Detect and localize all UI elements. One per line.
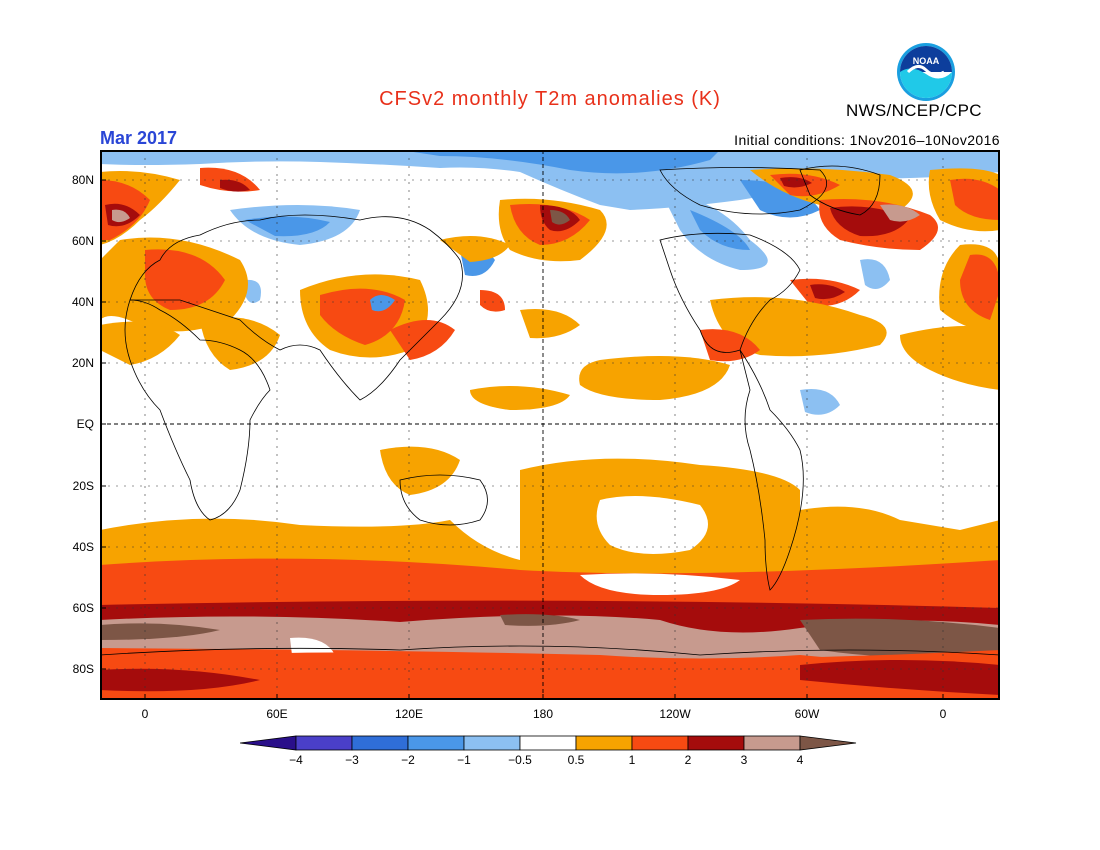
colorbar-cell: [743, 735, 801, 751]
reference-lines: [100, 150, 1000, 700]
lat-label-20n: 20N: [71, 356, 94, 370]
lat-label-eq: EQ: [76, 417, 94, 431]
colorbar-label: −2: [401, 753, 415, 767]
colorbar-triangle-high: [799, 735, 857, 751]
colorbar-label: 1: [628, 753, 636, 767]
lat-label-80s: 80S: [72, 662, 94, 676]
lat-label-60n: 60N: [71, 234, 94, 248]
lat-label-20s: 20S: [72, 479, 94, 493]
colorbar-label: −0.5: [508, 753, 532, 767]
lat-label-40n: 40N: [71, 295, 94, 309]
colorbar-cell: [351, 735, 409, 751]
colorbar: [240, 735, 857, 751]
gridlines: [100, 150, 1000, 700]
southern-warm-anomaly: [100, 446, 1000, 700]
northern-warm-anomaly: [100, 167, 1000, 415]
coastlines: [100, 165, 1000, 656]
lat-label-60s: 60S: [72, 601, 94, 615]
lon-label-120e: 120E: [394, 707, 424, 721]
noaa-logo: NOAA: [896, 42, 956, 102]
lat-label-40s: 40S: [72, 540, 94, 554]
lat-label-80n: 80N: [71, 173, 94, 187]
colorbar-cell: [463, 735, 521, 751]
colorbar-label: 3: [740, 753, 748, 767]
lon-label-0-right: 0: [939, 707, 947, 721]
lon-label-120w: 120W: [659, 707, 691, 721]
axis-ticks: [100, 179, 944, 700]
colorbar-label: 2: [684, 753, 692, 767]
lon-label-60w: 60W: [794, 707, 820, 721]
colorbar-cell: [407, 735, 465, 751]
colorbar-cell: [687, 735, 745, 751]
valid-month-label: Mar 2017: [100, 128, 178, 148]
colorbar-cell: [295, 735, 353, 751]
lon-label-0: 0: [141, 707, 149, 721]
lon-label-180: 180: [532, 707, 554, 721]
colorbar-label: 0.5: [567, 753, 585, 767]
organization-label: NWS/NCEP/CPC: [846, 101, 982, 120]
logo-text: NOAA: [913, 56, 940, 66]
colorbar-label: −4: [289, 753, 303, 767]
colorbar-label: 4: [796, 753, 804, 767]
colorbar-triangle-low: [240, 735, 297, 751]
map-frame: [100, 150, 1000, 700]
anomaly-map: [100, 150, 1000, 700]
initial-conditions-label: Initial conditions: 1Nov2016–10Nov2016: [734, 132, 1000, 148]
colorbar-cell: [631, 735, 689, 751]
colorbar-label: −1: [457, 753, 471, 767]
colorbar-label: −3: [345, 753, 359, 767]
lon-label-60e: 60E: [266, 707, 288, 721]
colorbar-cell: [519, 735, 577, 751]
chart-title: CFSv2 monthly T2m anomalies (K): [379, 88, 721, 110]
colorbar-cell: [575, 735, 633, 751]
